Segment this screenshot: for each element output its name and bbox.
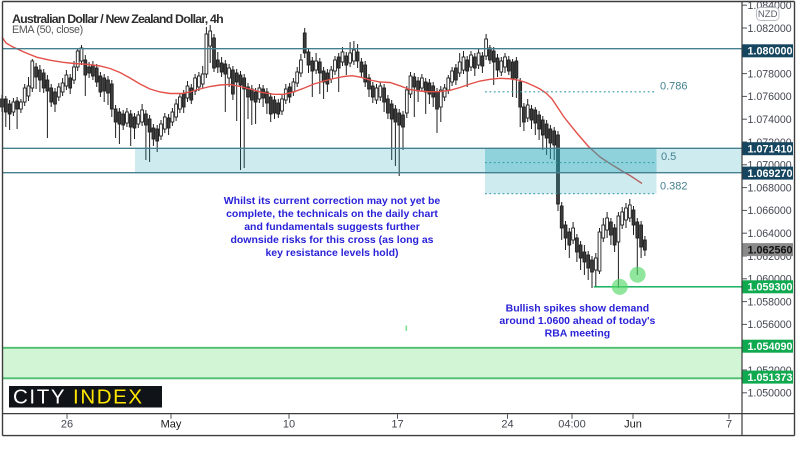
- svg-text:EMA (50, close): EMA (50, close): [12, 24, 83, 36]
- svg-text:1.068000: 1.068000: [748, 182, 792, 194]
- svg-text:0.382: 0.382: [660, 181, 688, 193]
- svg-text:1.054090: 1.054090: [748, 341, 793, 353]
- svg-text:1.078000: 1.078000: [748, 68, 792, 80]
- svg-text:1.069270: 1.069270: [748, 168, 793, 180]
- svg-text:24: 24: [501, 419, 513, 431]
- svg-text:04:00: 04:00: [558, 419, 586, 431]
- svg-text:26: 26: [61, 419, 73, 431]
- svg-text:Jun: Jun: [624, 419, 642, 431]
- svg-text:May: May: [161, 419, 182, 431]
- svg-text:0.786: 0.786: [660, 80, 688, 92]
- svg-text:Whilst its current correction: Whilst its current correction may not ye…: [224, 195, 441, 207]
- svg-text:around 1.0600 ahead of today's: around 1.0600 ahead of today's: [499, 315, 655, 327]
- svg-text:1.050000: 1.050000: [748, 388, 792, 400]
- svg-text:1.066000: 1.066000: [748, 205, 792, 217]
- svg-text:1.076000: 1.076000: [748, 91, 792, 103]
- svg-text:1.082000: 1.082000: [748, 23, 792, 35]
- svg-text:1.051373: 1.051373: [748, 372, 793, 384]
- svg-text:17: 17: [391, 419, 403, 431]
- svg-text:and fundamentals suggests furt: and fundamentals suggests further: [244, 221, 420, 233]
- svg-text:complete, the technicals on th: complete, the technicals on the daily ch…: [226, 208, 438, 220]
- svg-text:Australian Dollar / New Zealan: Australian Dollar / New Zealand Dollar, …: [12, 12, 223, 26]
- svg-text:key resistance levels hold): key resistance levels hold): [265, 247, 398, 259]
- svg-text:1.056000: 1.056000: [748, 319, 792, 331]
- svg-text:Bullish spikes show demand: Bullish spikes show demand: [506, 302, 650, 314]
- svg-text:1.074000: 1.074000: [748, 114, 792, 126]
- svg-text:10: 10: [283, 419, 295, 431]
- svg-text:CITY INDEX: CITY INDEX: [13, 386, 144, 409]
- svg-text:1.064000: 1.064000: [748, 228, 792, 240]
- svg-text:NZD: NZD: [758, 9, 778, 20]
- svg-text:1.058000: 1.058000: [748, 296, 792, 308]
- svg-text:RBA meeting: RBA meeting: [545, 328, 611, 340]
- svg-text:downside risks for this cross: downside risks for this cross (as long a…: [230, 234, 433, 246]
- svg-text:1.059300: 1.059300: [748, 282, 793, 294]
- svg-text:1.080000: 1.080000: [748, 46, 793, 58]
- svg-text:0.5: 0.5: [661, 151, 676, 163]
- svg-text:1.062560: 1.062560: [748, 244, 793, 256]
- svg-text:1.071410: 1.071410: [748, 144, 793, 156]
- svg-text:7: 7: [726, 419, 732, 431]
